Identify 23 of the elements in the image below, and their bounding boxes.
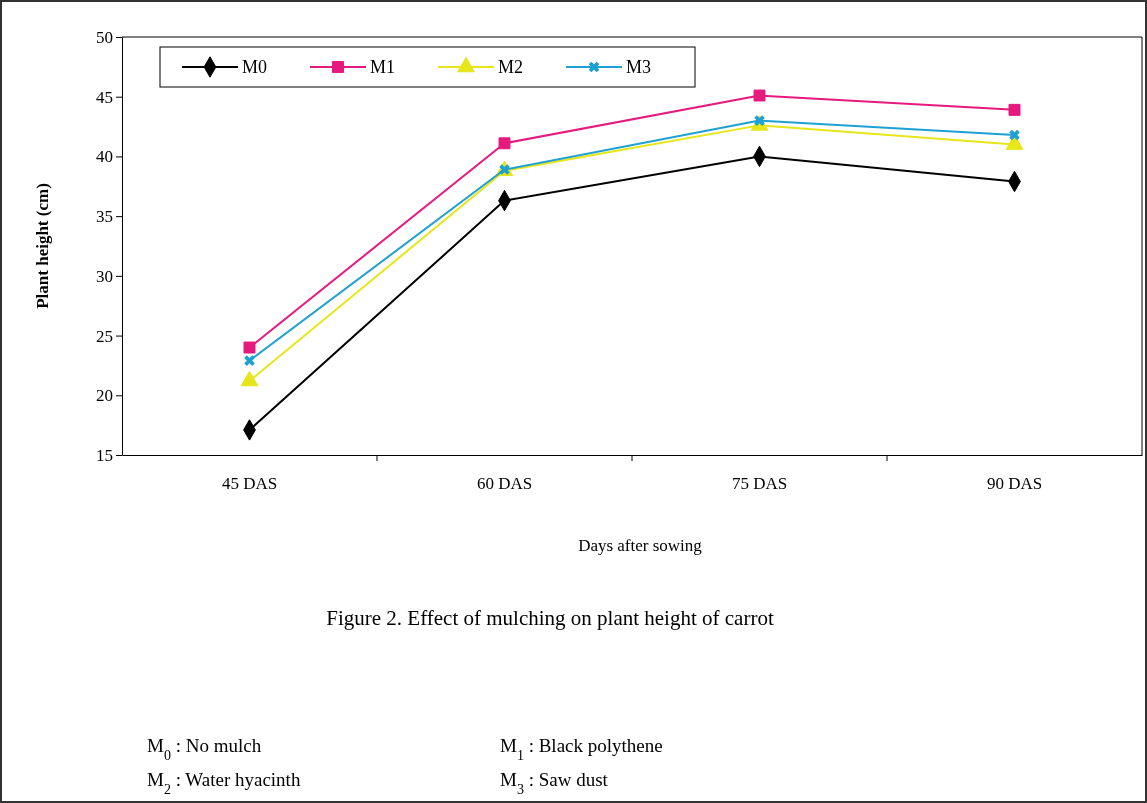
legend-label: M2 (498, 57, 524, 77)
y-tick-label: 45 (96, 87, 113, 107)
text: M$_{2}$ : Water hyacinth (147, 769, 301, 797)
legend-label: M1 (370, 57, 396, 77)
y-tick-label: 50 (96, 27, 113, 47)
legend-label: M3 (626, 57, 652, 77)
text: M$_{1}$ : Black polythene (500, 735, 663, 763)
x-tick-label: 60 DAS (476, 474, 533, 494)
y-tick-label: 20 (96, 386, 113, 406)
caption: Figure 2. Effect of mulching on plant height of carrot (326, 606, 774, 630)
y-tick-label: 25 (96, 326, 113, 346)
y-tick-label: 40 (96, 147, 113, 167)
x-tick-label: 45 DAS (221, 474, 278, 494)
text: M$_{3}$ : Saw dust (500, 769, 609, 797)
x-tick-label: 90 DAS (986, 474, 1043, 494)
x-tick-label: 75 DAS (731, 474, 788, 494)
legend-label: M0 (242, 57, 268, 77)
x-axis-title: Days after sowing (578, 536, 703, 555)
y-tick-label: 15 (96, 445, 113, 465)
y-axis-title: Plant height (cm) (33, 183, 52, 309)
text: M$_{0}$ : No mulch (147, 735, 262, 763)
y-tick-label: 30 (96, 266, 113, 286)
y-tick-label: 35 (96, 207, 113, 227)
